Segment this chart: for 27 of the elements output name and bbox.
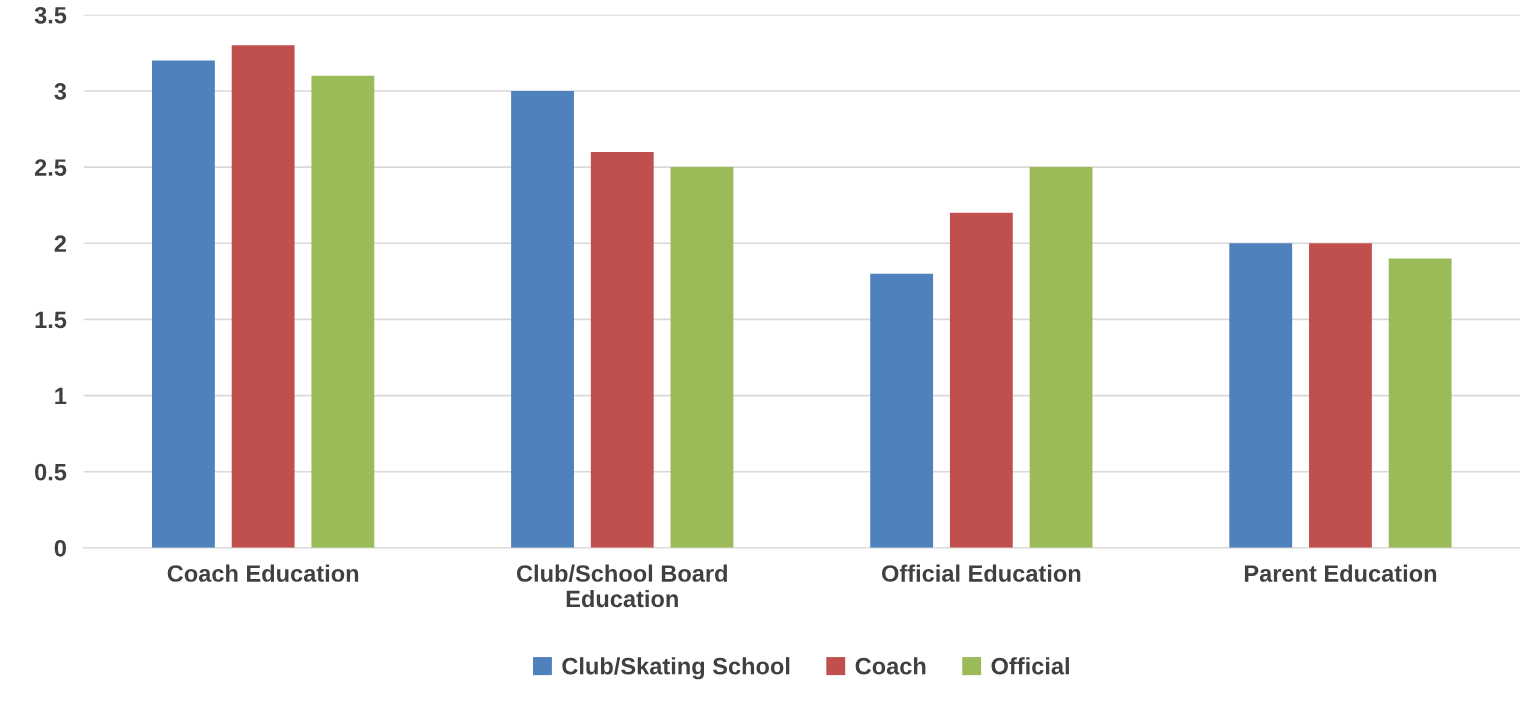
y-tick-label: 3 [54,83,67,100]
bar [311,75,375,548]
bar [590,151,654,548]
x-tick-label: Official Education [881,564,1081,582]
y-tick-label: 2.5 [34,159,67,176]
y-tick-label: 0.5 [35,463,67,481]
legend-label: Coach [855,657,926,675]
legend-label: Club/Skating School [562,657,790,680]
x-tick-label: Club/School Board Education [516,564,727,608]
x-tick-label: Parent Education [1244,564,1437,582]
legend-label: Official [991,657,1069,675]
y-tick-label: 1 [55,387,67,405]
bar [1029,167,1093,548]
bar [670,167,734,548]
bar [231,45,295,548]
x-tick-label: Coach Education [167,564,359,582]
y-tick-label: 1.5 [35,311,67,329]
bar [1309,243,1372,548]
bar [870,273,934,548]
bar [511,90,574,548]
bar [152,60,215,548]
bar [949,212,1013,548]
y-tick-label: 0 [54,539,66,557]
y-tick-label: 3.5 [34,6,67,24]
bar [1388,258,1452,548]
bar [1229,243,1293,548]
y-tick-label: 2 [54,235,66,252]
